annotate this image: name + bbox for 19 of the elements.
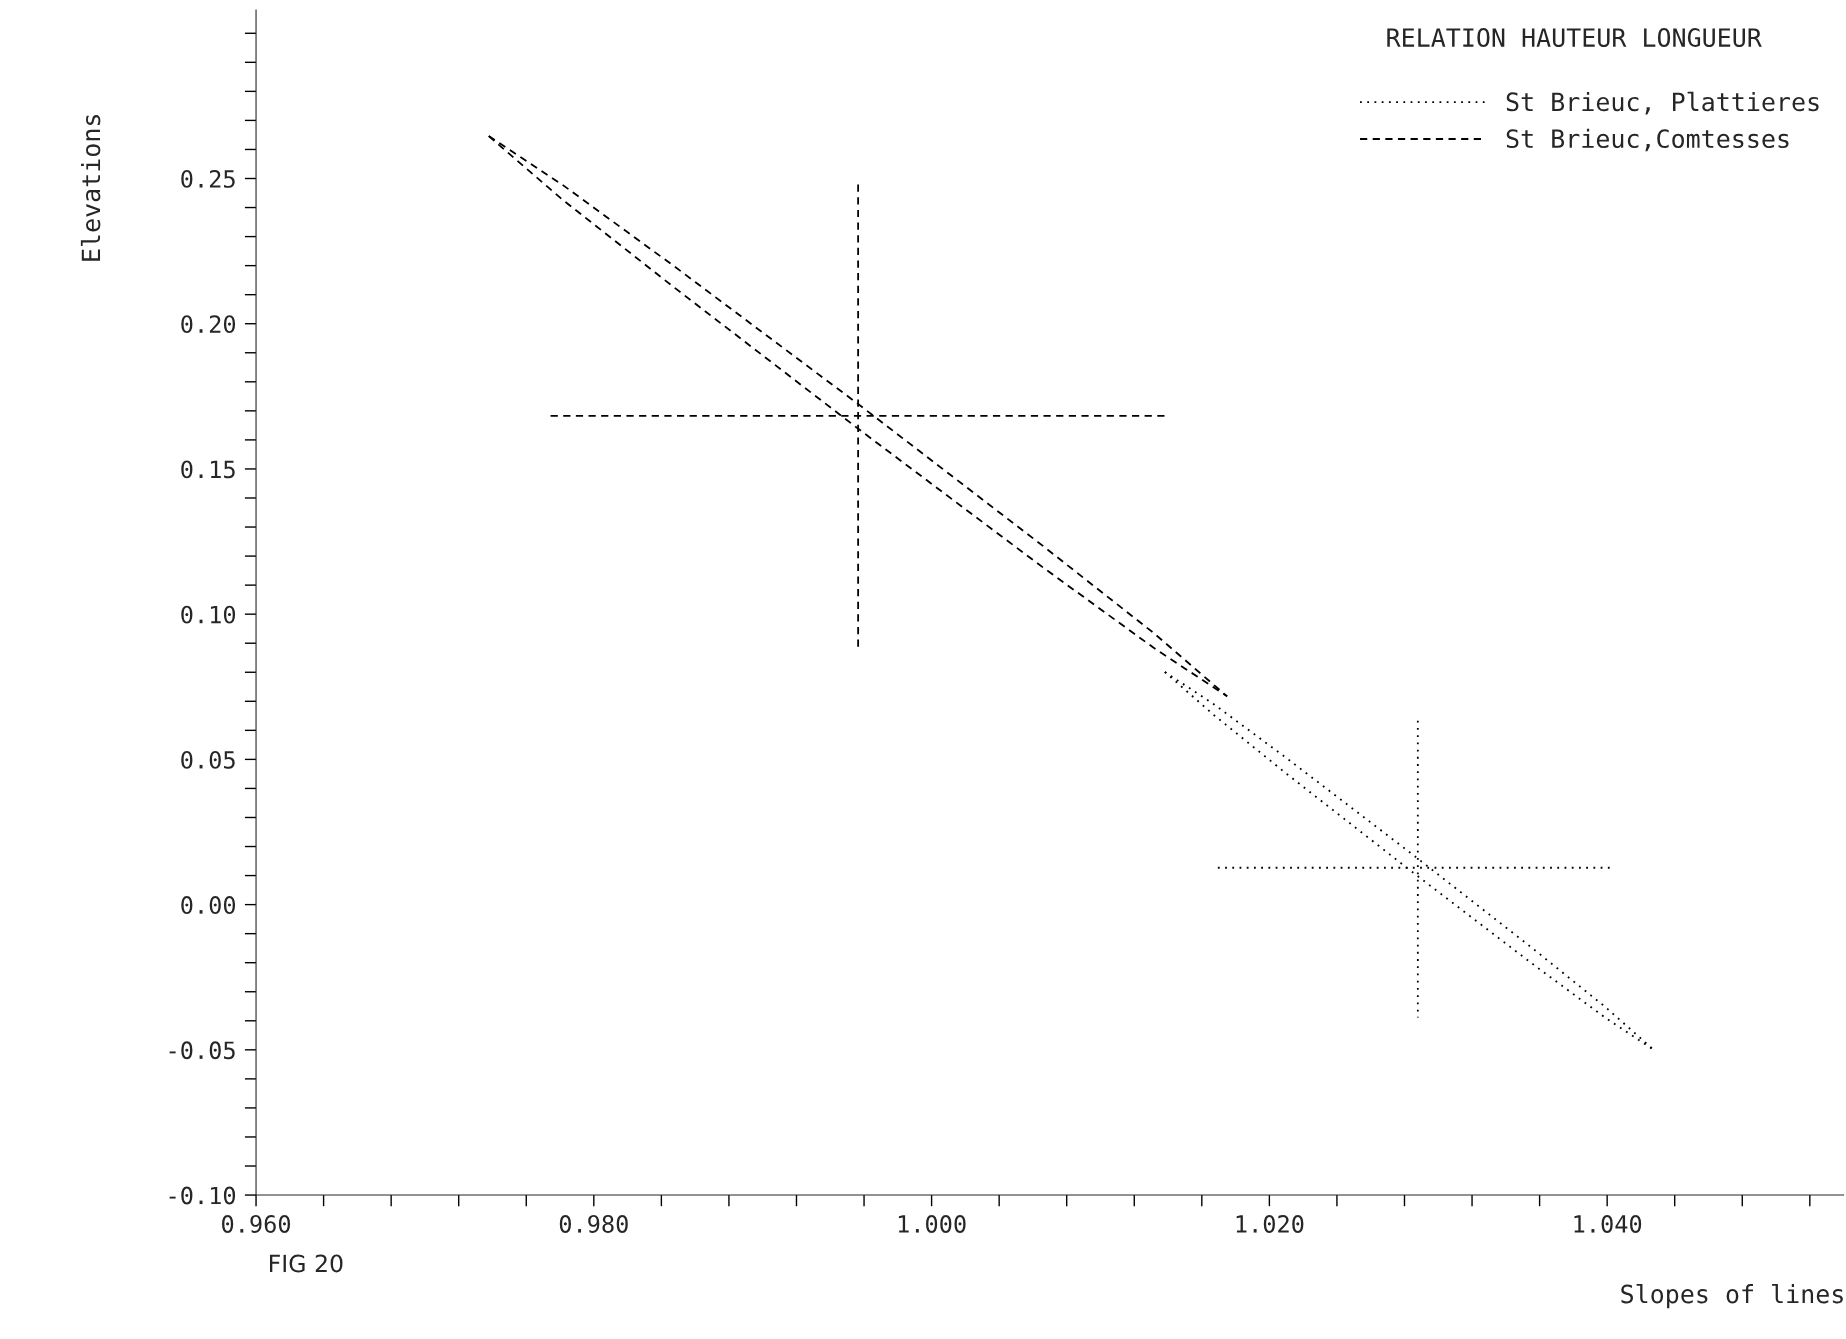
x-axis-title: Slopes of lines <box>1621 1283 1843 1309</box>
x-tick-label: 1.000 <box>898 1215 966 1233</box>
y-tick-label: 0.00 <box>181 896 236 914</box>
caption: FIG 20 <box>269 1254 343 1273</box>
text: RELATION HAUTEUR LONGUEUR <box>1387 28 1762 47</box>
y-tick-label: 0.20 <box>181 315 236 334</box>
y-tick-label: 0.15 <box>181 460 235 479</box>
x-tick-label: 1.020 <box>1236 1215 1304 1233</box>
x-tick-label: 0.980 <box>559 1215 628 1233</box>
legend-label: St Brieuc,Comtesses <box>1506 128 1789 152</box>
y-tick-label: 0.10 <box>181 605 236 624</box>
x-tick-label: 1.040 <box>1574 1215 1642 1233</box>
x-tick-label: 0.960 <box>222 1215 291 1233</box>
y-tick-label: -0.10 <box>169 1186 236 1205</box>
legend-label: St Brieuc, Plattieres <box>1506 91 1819 115</box>
y-axis-title: Elevations <box>80 115 101 261</box>
y-tick-label: -0.05 <box>169 1041 235 1060</box>
y-tick-label: 0.05 <box>181 750 235 769</box>
y-tick-label: 0.25 <box>181 170 235 188</box>
